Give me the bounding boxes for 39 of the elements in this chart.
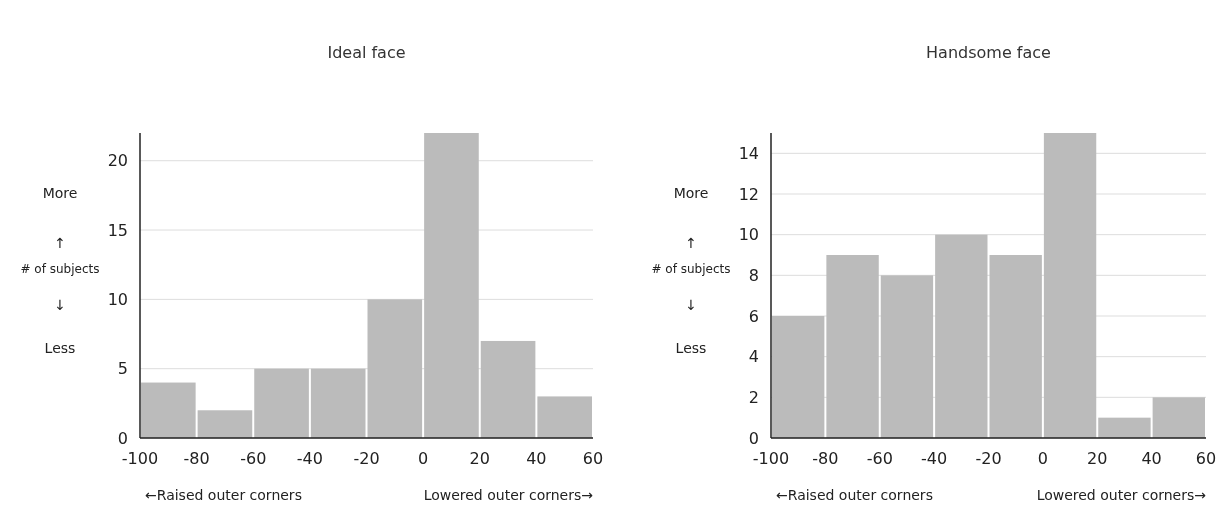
y-tick-label: 20 [107, 151, 128, 171]
text: Lowered outer corners→ [1036, 487, 1207, 503]
x-tick-label: -100 [121, 449, 159, 468]
y-tick-label: 0 [117, 428, 128, 448]
x-tick-label: 20 [1087, 449, 1108, 468]
y-tick-label: 2 [748, 387, 759, 407]
x-tick-label: 40 [1141, 449, 1162, 468]
y-tick-label: 14 [738, 143, 759, 163]
y-tick-label: 6 [748, 306, 759, 326]
y-tick-label: 8 [748, 265, 759, 285]
x-tick-label: -20 [353, 449, 380, 468]
y-tick-label: 10 [738, 225, 759, 245]
x-tick-label: 0 [1037, 449, 1048, 468]
text: ←Raised outer corners [145, 487, 302, 503]
x-tick-label: 60 [582, 449, 604, 468]
x-tick-label: -40 [921, 449, 948, 468]
y-tick-label: 0 [748, 428, 759, 448]
x-tick-label: -100 [752, 449, 790, 468]
chart-title: Ideal face [327, 43, 406, 62]
x-tick-label: 0 [418, 449, 429, 468]
y-tick-label: 5 [117, 359, 128, 379]
x-tick-label: 40 [526, 449, 547, 468]
x-tick-label: 20 [469, 449, 490, 468]
y-tick-label: 4 [748, 347, 759, 367]
y-tick-label: 12 [738, 184, 759, 204]
x-tick-label: -60 [866, 449, 893, 468]
chart-title: Handsome face [926, 43, 1051, 62]
y-tick-label: 10 [107, 289, 128, 309]
x-tick-label: -80 [183, 449, 210, 468]
x-tick-label: -60 [240, 449, 267, 468]
x-tick-label: -40 [296, 449, 323, 468]
x-tick-label: -20 [975, 449, 1002, 468]
text: More ↑ # of subjects ↓ Less [651, 185, 731, 356]
text: ←Raised outer corners [776, 487, 933, 503]
x-tick-label: 60 [1195, 449, 1217, 468]
y-tick-label: 15 [107, 220, 128, 240]
text: Lowered outer corners→ [423, 487, 594, 503]
text: More ↑ # of subjects ↓ Less [20, 185, 100, 356]
x-tick-label: -80 [812, 449, 839, 468]
